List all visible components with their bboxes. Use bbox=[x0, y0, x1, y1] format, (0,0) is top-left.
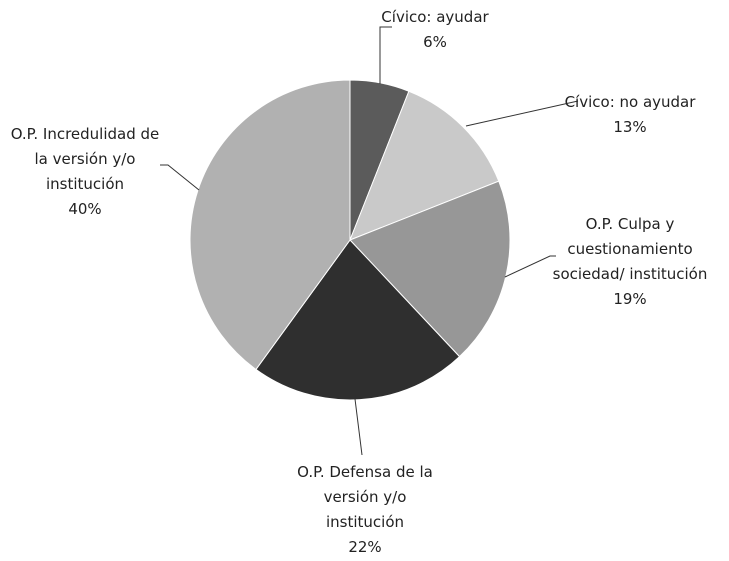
value-label: 19% bbox=[613, 290, 647, 308]
pie-slice bbox=[255, 239, 461, 401]
pie-slice bbox=[349, 180, 511, 358]
value-label: 40% bbox=[68, 200, 102, 218]
slice-label: O.P. Culpa y cuestionamiento sociedad/ i… bbox=[550, 212, 710, 312]
slice-label: Cívico: no ayudar 13% bbox=[555, 90, 705, 140]
value-label: 22% bbox=[348, 538, 382, 556]
slice-label: Cívico: ayudar 6% bbox=[360, 5, 510, 55]
category-label: O.P. Culpa y cuestionamiento sociedad/ i… bbox=[552, 215, 708, 283]
leader-line bbox=[379, 26, 392, 84]
category-label: Cívico: ayudar bbox=[381, 8, 489, 26]
leader-line bbox=[465, 100, 579, 127]
value-label: 13% bbox=[613, 118, 647, 136]
leader-line bbox=[160, 164, 200, 191]
leader-line bbox=[504, 255, 556, 278]
slice-label: O.P. Incredulidad de la versión y/o inst… bbox=[5, 122, 165, 222]
pie-slice bbox=[189, 79, 351, 371]
slice-label: O.P. Defensa de la versión y/o instituci… bbox=[285, 460, 445, 560]
leader-line bbox=[354, 398, 363, 456]
pie-slice bbox=[349, 90, 500, 241]
category-label: O.P. Incredulidad de la versión y/o inst… bbox=[10, 125, 160, 193]
category-label: Cívico: no ayudar bbox=[564, 93, 696, 111]
value-label: 6% bbox=[423, 33, 447, 51]
category-label: O.P. Defensa de la versión y/o instituci… bbox=[297, 463, 433, 531]
